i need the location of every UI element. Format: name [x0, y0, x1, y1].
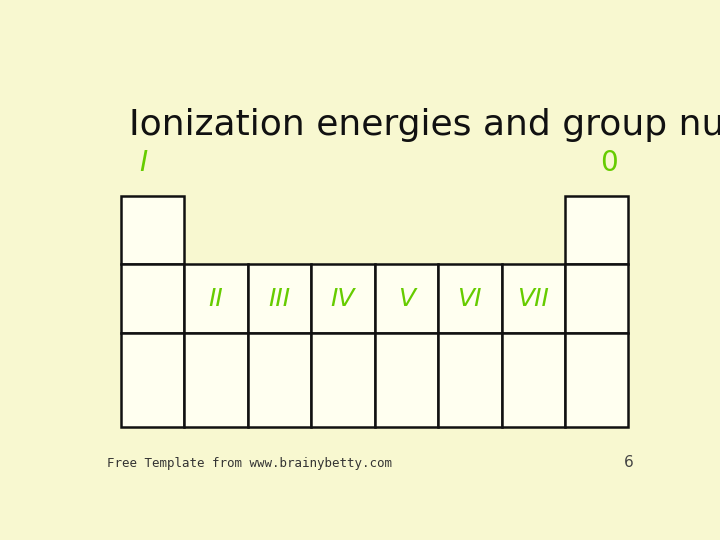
Bar [374, 333, 438, 427]
Bar [311, 265, 374, 333]
Text: VII: VII [518, 287, 549, 310]
Bar [121, 265, 184, 333]
Bar [565, 196, 629, 265]
Bar [438, 265, 502, 333]
Bar [121, 196, 184, 265]
Text: Free Template from www.brainybetty.com: Free Template from www.brainybetty.com [107, 457, 392, 470]
Bar [565, 333, 629, 427]
Bar [248, 333, 311, 427]
Text: III: III [269, 287, 290, 310]
Bar [438, 333, 502, 427]
Bar [374, 265, 438, 333]
Bar [311, 333, 374, 427]
Bar [502, 333, 565, 427]
Text: II: II [209, 287, 223, 310]
Text: I: I [139, 149, 147, 177]
Text: Ionization energies and group numbers: Ionization energies and group numbers [129, 109, 720, 143]
Bar [565, 265, 629, 333]
Bar [184, 333, 248, 427]
Text: 0: 0 [600, 149, 618, 177]
Bar [184, 265, 248, 333]
Bar [248, 265, 311, 333]
Text: VI: VI [457, 287, 482, 310]
Text: V: V [397, 287, 415, 310]
Text: 6: 6 [624, 455, 634, 470]
Bar [121, 333, 184, 427]
Text: IV: IV [330, 287, 355, 310]
Bar [502, 265, 565, 333]
